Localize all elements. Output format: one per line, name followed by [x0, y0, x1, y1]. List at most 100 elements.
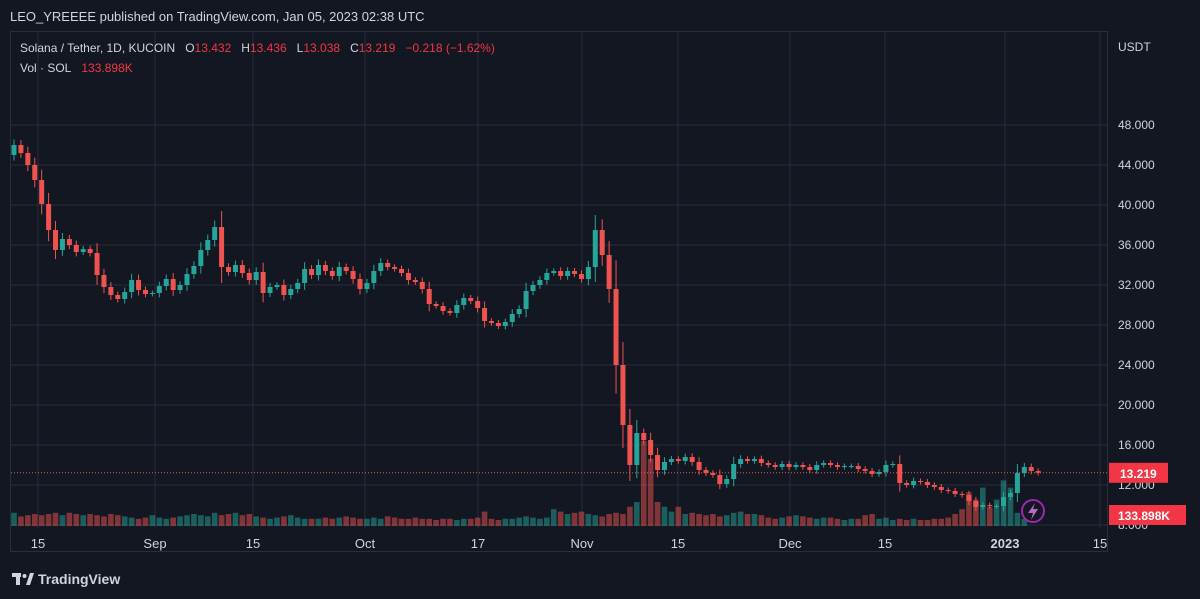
- candle-body[interactable]: [18, 145, 24, 153]
- candle-body[interactable]: [309, 269, 315, 275]
- candle-body[interactable]: [613, 289, 619, 365]
- candle-body[interactable]: [59, 239, 65, 250]
- candle-body[interactable]: [267, 287, 273, 293]
- candle-body[interactable]: [170, 279, 176, 290]
- candle-body[interactable]: [834, 465, 840, 467]
- candle-body[interactable]: [627, 425, 633, 465]
- candle-body[interactable]: [1007, 493, 1013, 497]
- candle-body[interactable]: [661, 462, 667, 470]
- candle-body[interactable]: [793, 465, 799, 467]
- candle-body[interactable]: [572, 271, 578, 274]
- candle-body[interactable]: [482, 308, 488, 321]
- candle-body[interactable]: [758, 459, 764, 463]
- candle-body[interactable]: [544, 273, 550, 280]
- candle-body[interactable]: [495, 323, 501, 326]
- candle-body[interactable]: [136, 280, 142, 290]
- candle-body[interactable]: [371, 271, 377, 283]
- candle-body[interactable]: [599, 230, 605, 255]
- candle-body[interactable]: [765, 463, 771, 465]
- candle-body[interactable]: [710, 473, 716, 475]
- candle-body[interactable]: [952, 491, 958, 494]
- candle-body[interactable]: [509, 314, 515, 322]
- candle-body[interactable]: [32, 165, 38, 180]
- candle-body[interactable]: [108, 287, 114, 295]
- candle-body[interactable]: [641, 433, 647, 440]
- candle-body[interactable]: [530, 285, 536, 291]
- candle-body[interactable]: [364, 283, 370, 289]
- candle-body[interactable]: [931, 485, 937, 487]
- candle-body[interactable]: [516, 309, 522, 314]
- candle-body[interactable]: [890, 464, 896, 465]
- symbol-label[interactable]: Solana / Tether, 1D, KUCOIN: [20, 41, 176, 55]
- candle-body[interactable]: [862, 469, 868, 471]
- candle-body[interactable]: [537, 280, 543, 285]
- candle-body[interactable]: [1021, 467, 1027, 473]
- candle-body[interactable]: [745, 459, 751, 461]
- candle-body[interactable]: [274, 285, 280, 287]
- candle-body[interactable]: [426, 289, 432, 304]
- candle-body[interactable]: [841, 466, 847, 467]
- candle-body[interactable]: [253, 272, 259, 280]
- candle-body[interactable]: [101, 275, 107, 287]
- candle-body[interactable]: [911, 481, 917, 485]
- candle-body[interactable]: [80, 249, 86, 252]
- candle-body[interactable]: [475, 301, 481, 308]
- candle-body[interactable]: [226, 267, 232, 272]
- candle-body[interactable]: [212, 227, 218, 240]
- candle-body[interactable]: [39, 180, 45, 204]
- candle-body[interactable]: [703, 470, 709, 473]
- candle-body[interactable]: [295, 283, 301, 289]
- candle-body[interactable]: [738, 459, 744, 464]
- candle-body[interactable]: [191, 266, 197, 274]
- candle-body[interactable]: [585, 267, 591, 279]
- candle-body[interactable]: [897, 464, 903, 483]
- candle-body[interactable]: [938, 487, 944, 490]
- candle-body[interactable]: [1028, 467, 1034, 471]
- tradingview-branding[interactable]: TradingView: [12, 571, 120, 587]
- candle-body[interactable]: [440, 306, 446, 311]
- candle-body[interactable]: [11, 145, 17, 155]
- candle-body[interactable]: [682, 457, 688, 461]
- candle-body[interactable]: [205, 240, 211, 250]
- candle-body[interactable]: [385, 263, 391, 267]
- candle-body[interactable]: [606, 255, 612, 289]
- candle-body[interactable]: [751, 459, 757, 461]
- candle-body[interactable]: [675, 459, 681, 461]
- candle-body[interactable]: [558, 271, 564, 276]
- candle-body[interactable]: [945, 490, 951, 491]
- candle-body[interactable]: [399, 269, 405, 273]
- candle-body[interactable]: [883, 465, 889, 472]
- candle-body[interactable]: [302, 269, 308, 283]
- candle-body[interactable]: [468, 298, 474, 301]
- candle-body[interactable]: [433, 304, 439, 306]
- candle-body[interactable]: [855, 466, 861, 469]
- candle-body[interactable]: [357, 279, 363, 289]
- candle-body[interactable]: [260, 272, 266, 293]
- candle-body[interactable]: [772, 465, 778, 467]
- candle-body[interactable]: [724, 479, 730, 484]
- candle-body[interactable]: [731, 464, 737, 479]
- candle-body[interactable]: [461, 298, 467, 305]
- candle-body[interactable]: [592, 230, 598, 267]
- candle-body[interactable]: [966, 495, 972, 501]
- candle-body[interactable]: [322, 265, 328, 271]
- candle-body[interactable]: [1035, 471, 1041, 473]
- candle-body[interactable]: [488, 321, 494, 323]
- candle-body[interactable]: [122, 292, 128, 299]
- candle-body[interactable]: [25, 153, 31, 165]
- candle-body[interactable]: [689, 457, 695, 462]
- candle-body[interactable]: [565, 271, 571, 276]
- candle-body[interactable]: [848, 466, 854, 467]
- candle-body[interactable]: [924, 482, 930, 485]
- candle-body[interactable]: [980, 505, 986, 507]
- candle-body[interactable]: [219, 227, 225, 267]
- candle-body[interactable]: [696, 462, 702, 470]
- candle-body[interactable]: [814, 465, 820, 470]
- candle-body[interactable]: [246, 273, 252, 280]
- volume-label[interactable]: Vol · SOL: [20, 61, 72, 75]
- candle-body[interactable]: [184, 274, 190, 285]
- candle-body[interactable]: [198, 250, 204, 266]
- candle-body[interactable]: [73, 245, 79, 252]
- candle-body[interactable]: [343, 267, 349, 271]
